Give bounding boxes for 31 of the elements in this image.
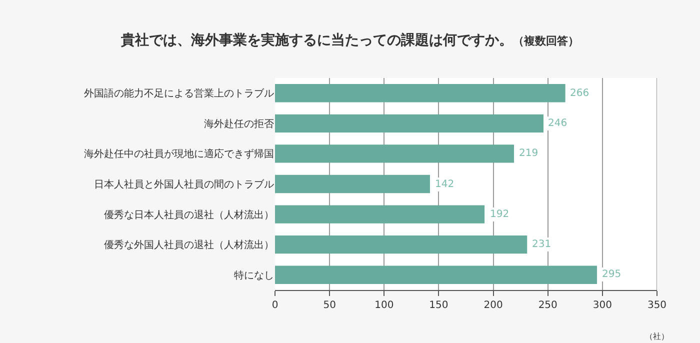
y-tick-label: 外国語の能力不足による営業上のトラブル <box>84 88 274 100</box>
y-tick-label: 日本人社員と外国人社員の間のトラブル <box>94 178 274 190</box>
x-tick-label: 350 <box>647 300 667 311</box>
bar <box>275 235 528 254</box>
x-tick-label: 200 <box>484 300 503 311</box>
data-label: 231 <box>532 239 552 250</box>
x-tick-label: 50 <box>323 300 336 311</box>
x-axis-title: （社） <box>645 332 669 341</box>
chart-subtitle: （複数回答） <box>513 34 579 48</box>
data-label: 142 <box>435 179 454 190</box>
y-tick-label: 特になし <box>234 269 274 282</box>
bar <box>275 174 430 194</box>
x-tick-label: 100 <box>374 300 394 311</box>
y-tick-label: 優秀な外国人社員の退社（人材流出） <box>104 239 274 252</box>
x-tick-label: 0 <box>272 300 278 311</box>
y-tick-label: 海外赴任の拒否 <box>204 118 274 130</box>
x-tick-label: 250 <box>538 300 558 311</box>
data-label: 246 <box>548 118 568 129</box>
bar <box>275 205 485 224</box>
bar <box>275 144 514 163</box>
x-tick-label: 300 <box>592 300 612 311</box>
data-label: 295 <box>602 269 622 280</box>
bar <box>275 114 544 133</box>
y-tick-label: 海外赴任中の社員が現地に適応できず帰国 <box>84 148 274 160</box>
bar <box>275 84 566 102</box>
data-label: 266 <box>570 88 590 99</box>
y-tick-label: 優秀な日本人社員の退社（人材流出） <box>104 208 274 221</box>
x-tick-label: 150 <box>429 300 448 311</box>
bar <box>275 266 597 284</box>
data-label: 219 <box>519 148 538 159</box>
data-label: 192 <box>490 209 510 220</box>
